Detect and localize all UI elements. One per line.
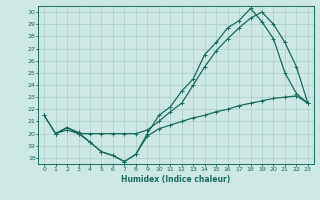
X-axis label: Humidex (Indice chaleur): Humidex (Indice chaleur) [121, 175, 231, 184]
